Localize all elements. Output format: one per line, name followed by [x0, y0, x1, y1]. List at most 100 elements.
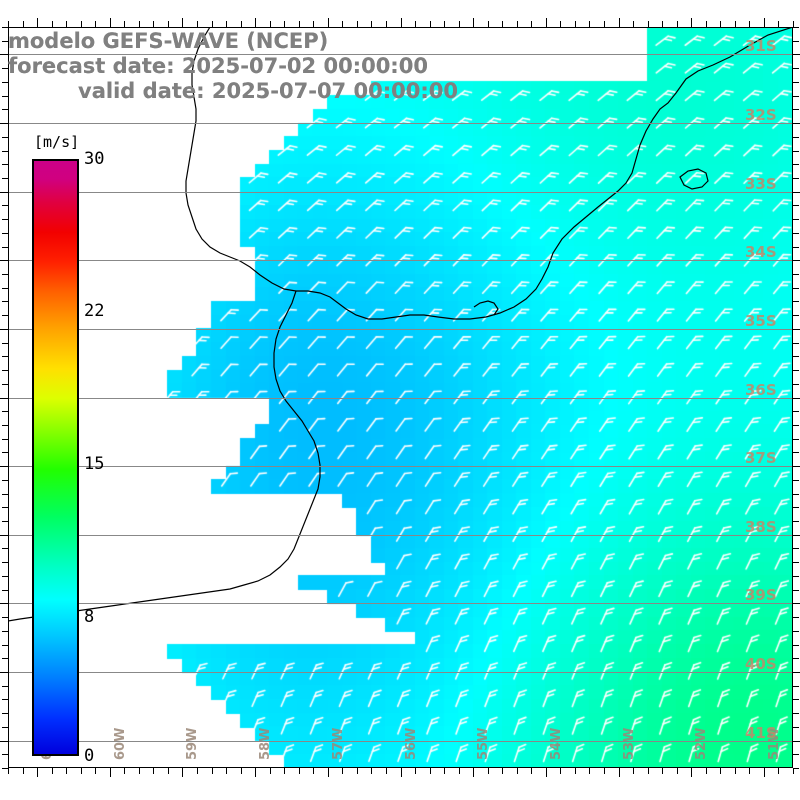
axis-tick: [0, 328, 8, 330]
axis-tick: [793, 493, 799, 495]
gridline-horizontal: [8, 466, 793, 467]
axis-tick: [676, 21, 678, 27]
axis-tick: [37, 18, 39, 27]
axis-tick: [2, 246, 8, 248]
axis-tick: [2, 644, 8, 646]
axis-tick: [385, 21, 387, 27]
axis-tick: [473, 768, 475, 777]
axis-tick: [545, 768, 547, 777]
axis-tick: [0, 740, 8, 742]
axis-tick: [284, 21, 286, 27]
axis-tick: [2, 726, 8, 728]
axis-tick: [327, 768, 329, 777]
axis-tick: [66, 21, 68, 27]
axis-tick: [2, 630, 8, 632]
axis-tick: [327, 18, 329, 27]
axis-tick: [633, 21, 635, 27]
axis-tick: [604, 21, 606, 27]
gridline-horizontal: [8, 398, 793, 399]
axis-tick: [589, 768, 591, 774]
axis-tick: [589, 21, 591, 27]
axis-tick: [734, 21, 736, 27]
axis-tick: [793, 438, 799, 440]
axis-tick: [2, 383, 8, 385]
axis-tick: [793, 452, 799, 454]
axis-tick: [618, 768, 620, 777]
axis-tick: [502, 21, 504, 27]
lat-label-38S: 38S: [745, 517, 777, 536]
colorbar-tick-30: 30: [84, 149, 105, 169]
axis-tick: [2, 370, 8, 372]
axis-tick: [793, 740, 800, 742]
axis-tick: [793, 726, 799, 728]
axis-tick: [793, 768, 794, 774]
axis-tick: [429, 21, 431, 27]
axis-tick: [342, 768, 344, 774]
axis-tick: [284, 768, 286, 774]
axis-tick: [516, 21, 518, 27]
axis-tick: [2, 658, 8, 660]
axis-tick: [109, 768, 111, 777]
axis-tick: [415, 21, 417, 27]
axis-tick: [95, 21, 97, 27]
axis-tick: [793, 191, 800, 193]
axis-tick: [2, 617, 8, 619]
axis-tick: [2, 685, 8, 687]
axis-tick: [618, 18, 620, 27]
axis-tick: [0, 260, 8, 262]
colorbar-gradient: [32, 159, 79, 756]
axis-tick: [2, 356, 8, 358]
map-plot-area: [8, 27, 793, 768]
axis-tick: [2, 548, 8, 550]
title-model: modelo GEFS-WAVE (NCEP): [8, 29, 329, 53]
axis-tick: [647, 768, 649, 774]
lat-label-40S: 40S: [745, 654, 777, 673]
axis-tick: [793, 164, 799, 166]
axis-tick: [793, 754, 799, 756]
axis-tick: [691, 18, 693, 27]
axis-tick: [109, 18, 111, 27]
axis-tick: [211, 21, 213, 27]
axis-tick: [2, 424, 8, 426]
axis-tick: [138, 768, 140, 774]
axis-tick: [22, 21, 24, 27]
gridline-horizontal: [8, 54, 793, 55]
axis-tick: [2, 274, 8, 275]
axis-tick: [793, 109, 799, 111]
axis-tick: [182, 768, 184, 777]
axis-tick: [429, 768, 431, 774]
lat-label-36S: 36S: [745, 380, 777, 399]
axis-tick: [298, 768, 300, 774]
axis-tick: [793, 768, 799, 769]
axis-tick: [793, 232, 799, 234]
axis-tick: [0, 534, 8, 536]
axis-tick: [269, 768, 271, 774]
axis-tick: [793, 301, 799, 303]
axis-tick: [458, 21, 460, 27]
axis-tick: [531, 21, 533, 27]
axis-tick: [2, 575, 8, 577]
axis-tick: [473, 18, 475, 27]
axis-tick: [2, 136, 8, 138]
axis-tick: [793, 260, 800, 262]
axis-tick: [2, 411, 8, 413]
axis-tick: [793, 548, 799, 550]
axis-tick: [342, 21, 344, 27]
axis-tick: [793, 356, 799, 358]
axis-tick: [2, 438, 8, 440]
axis-tick: [2, 507, 8, 509]
gridline-horizontal: [8, 741, 793, 742]
axis-tick: [2, 754, 8, 756]
axis-tick: [749, 21, 751, 27]
axis-tick: [51, 768, 53, 774]
axis-tick: [298, 21, 300, 27]
axis-tick: [763, 768, 765, 777]
figure-title-block: modelo GEFS-WAVE (NCEP) forecast date: 2…: [8, 29, 528, 104]
axis-tick: [2, 521, 8, 522]
axis-tick: [458, 768, 460, 774]
axis-tick: [2, 301, 8, 303]
axis-tick: [793, 397, 800, 399]
lat-label-34S: 34S: [745, 243, 777, 262]
axis-tick: [793, 630, 799, 632]
axis-tick: [2, 232, 8, 234]
